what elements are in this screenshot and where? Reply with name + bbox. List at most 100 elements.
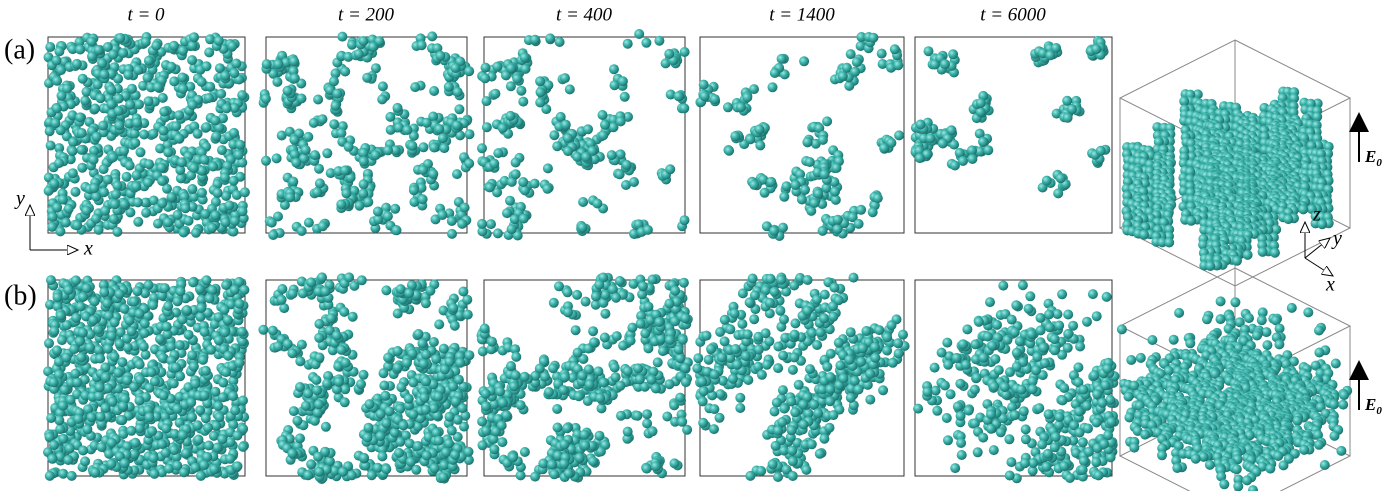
particle <box>354 49 364 59</box>
particle <box>334 377 344 387</box>
particle <box>754 124 764 134</box>
particle <box>731 344 741 354</box>
particle <box>530 35 540 45</box>
particle <box>877 49 887 59</box>
particle <box>664 299 674 309</box>
particle <box>825 423 835 433</box>
particle <box>779 314 789 324</box>
snapshot-panel <box>692 273 909 483</box>
particle <box>828 312 838 322</box>
particle <box>404 288 414 298</box>
particle <box>565 84 575 94</box>
particle <box>141 208 151 218</box>
particle <box>779 192 789 202</box>
particle <box>520 447 530 457</box>
particle <box>82 283 92 293</box>
particle <box>110 317 120 327</box>
particle <box>789 281 799 291</box>
particle <box>149 469 159 479</box>
particle <box>651 461 661 471</box>
particle <box>173 296 183 306</box>
particle <box>419 359 429 369</box>
particle <box>799 56 809 66</box>
particle <box>421 298 431 308</box>
particle <box>114 106 124 116</box>
particle <box>312 385 322 395</box>
particle <box>233 461 243 471</box>
particle <box>208 162 218 172</box>
particle <box>326 313 336 323</box>
particle <box>1039 343 1049 353</box>
particle <box>220 305 230 315</box>
particle <box>394 123 404 133</box>
particle <box>563 133 573 143</box>
particle <box>184 216 194 226</box>
particle <box>441 447 451 457</box>
particle <box>213 401 223 411</box>
particle <box>100 206 110 216</box>
particle <box>790 407 800 417</box>
particle <box>973 447 983 457</box>
particle <box>135 375 145 385</box>
particle <box>434 124 444 134</box>
particle <box>486 219 496 229</box>
particle <box>1103 430 1113 440</box>
particle <box>217 434 227 444</box>
particle <box>52 202 62 212</box>
particle <box>272 77 282 87</box>
particle <box>103 175 113 185</box>
particle <box>670 458 680 468</box>
particle <box>879 143 889 153</box>
particle <box>543 163 553 173</box>
particle <box>805 157 815 167</box>
particle <box>161 423 171 433</box>
particle <box>756 466 766 476</box>
particle <box>207 223 217 233</box>
snapshot-panel <box>913 280 1119 483</box>
particle <box>779 404 789 414</box>
particle <box>66 395 76 405</box>
particle <box>318 114 328 124</box>
particle <box>417 40 427 50</box>
particle <box>577 371 587 381</box>
particle <box>1042 176 1052 186</box>
particle <box>159 107 169 117</box>
particle <box>778 223 788 233</box>
particle <box>230 285 240 295</box>
particle <box>477 143 487 153</box>
particle <box>101 403 111 413</box>
particle <box>678 335 688 345</box>
particle <box>417 338 427 348</box>
particle <box>854 219 864 229</box>
particle <box>858 343 868 353</box>
particle <box>364 423 374 433</box>
particle <box>287 348 297 358</box>
particle <box>238 442 248 452</box>
particle <box>378 81 388 91</box>
particle <box>644 302 654 312</box>
particle <box>157 176 167 186</box>
particle <box>457 219 467 229</box>
particle <box>196 303 206 313</box>
particle <box>184 330 194 340</box>
particle <box>166 62 176 72</box>
particle <box>585 380 595 390</box>
particle <box>132 170 142 180</box>
particle <box>95 354 105 364</box>
particle <box>344 142 354 152</box>
particle <box>214 36 224 46</box>
particle <box>193 129 203 139</box>
particle <box>1040 358 1050 368</box>
particle <box>120 458 130 468</box>
particle <box>724 146 734 156</box>
particle <box>129 297 139 307</box>
particle <box>363 433 373 443</box>
particle <box>77 163 87 173</box>
particle <box>97 442 107 452</box>
particle <box>720 315 730 325</box>
particle <box>177 73 187 83</box>
particle <box>926 133 936 143</box>
particle <box>803 275 813 285</box>
particle <box>850 376 860 386</box>
particle <box>942 413 952 423</box>
